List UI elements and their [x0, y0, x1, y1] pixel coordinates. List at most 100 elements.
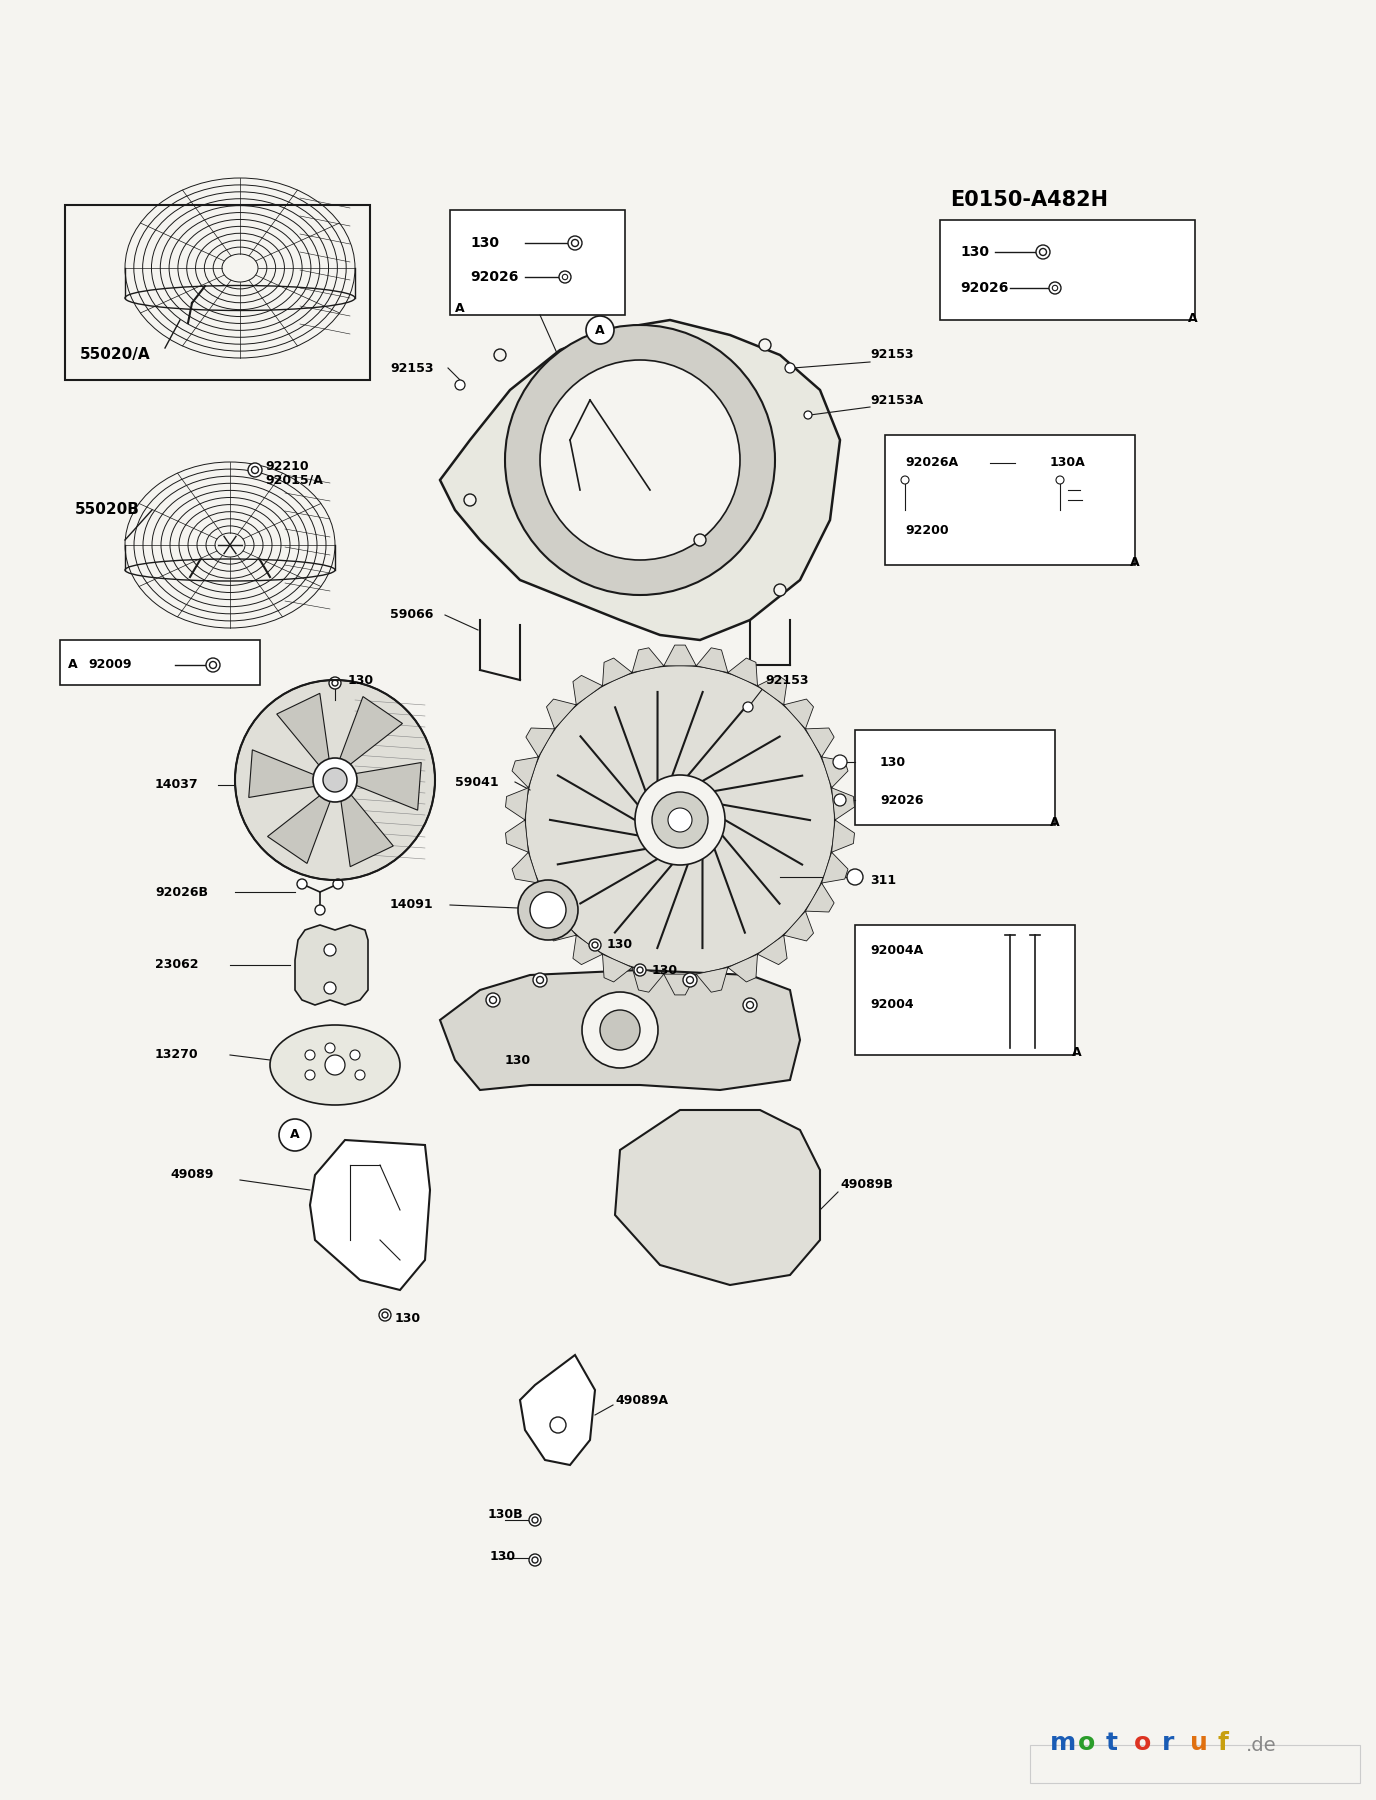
Circle shape	[533, 1517, 538, 1523]
Circle shape	[332, 680, 338, 686]
Polygon shape	[663, 974, 696, 995]
Circle shape	[1036, 245, 1050, 259]
Bar	[65, 205, 370, 380]
Polygon shape	[632, 967, 663, 992]
Circle shape	[350, 1049, 361, 1060]
Text: 130: 130	[607, 938, 633, 952]
Circle shape	[383, 1312, 388, 1318]
Text: 92153: 92153	[870, 349, 914, 362]
Text: A: A	[1187, 311, 1197, 324]
Text: 130: 130	[471, 236, 499, 250]
Circle shape	[687, 976, 694, 983]
Polygon shape	[572, 675, 603, 706]
Circle shape	[804, 410, 812, 419]
Text: A: A	[1050, 815, 1060, 828]
Text: 130: 130	[881, 756, 907, 769]
Text: 130: 130	[395, 1312, 421, 1325]
Circle shape	[297, 878, 307, 889]
Circle shape	[323, 983, 336, 994]
Polygon shape	[758, 675, 787, 706]
Circle shape	[600, 1010, 640, 1049]
Text: m: m	[1050, 1732, 1076, 1755]
Bar	[61, 641, 260, 686]
Circle shape	[533, 974, 548, 986]
Circle shape	[901, 475, 910, 484]
Text: A: A	[455, 301, 465, 315]
Circle shape	[305, 1069, 315, 1080]
Circle shape	[252, 466, 259, 473]
Circle shape	[279, 1120, 311, 1150]
Text: 92015/A: 92015/A	[266, 473, 323, 486]
Polygon shape	[440, 320, 839, 641]
Polygon shape	[696, 648, 728, 673]
Text: 130: 130	[652, 963, 678, 976]
Polygon shape	[546, 698, 577, 729]
Circle shape	[1055, 475, 1064, 484]
Circle shape	[206, 659, 220, 671]
Text: u: u	[1190, 1732, 1208, 1755]
Circle shape	[530, 893, 566, 929]
Circle shape	[743, 702, 753, 713]
Text: 55020/A: 55020/A	[80, 347, 150, 362]
Circle shape	[637, 967, 643, 974]
Circle shape	[634, 776, 725, 866]
Circle shape	[464, 493, 476, 506]
Circle shape	[667, 808, 692, 832]
Polygon shape	[821, 758, 848, 788]
Polygon shape	[277, 693, 329, 765]
Circle shape	[1053, 284, 1058, 290]
Circle shape	[582, 992, 658, 1067]
Text: 92153: 92153	[765, 673, 809, 686]
Text: 14037: 14037	[155, 778, 198, 792]
Polygon shape	[526, 884, 555, 913]
Circle shape	[559, 272, 571, 283]
Circle shape	[586, 317, 614, 344]
Circle shape	[784, 364, 795, 373]
Text: f: f	[1218, 1732, 1229, 1755]
Polygon shape	[249, 751, 314, 797]
Text: 92026B: 92026B	[155, 886, 208, 898]
Circle shape	[333, 878, 343, 889]
Text: 49089B: 49089B	[839, 1179, 893, 1192]
Polygon shape	[294, 925, 367, 1004]
Polygon shape	[603, 954, 632, 983]
Text: 92026: 92026	[881, 794, 923, 806]
Circle shape	[312, 758, 356, 803]
Polygon shape	[728, 659, 758, 686]
Text: E0150-A482H: E0150-A482H	[949, 191, 1108, 211]
Circle shape	[325, 1042, 334, 1053]
Text: 92009: 92009	[88, 659, 132, 671]
Text: 92026: 92026	[960, 281, 1009, 295]
Polygon shape	[520, 1355, 594, 1465]
Circle shape	[323, 769, 347, 792]
Bar	[450, 211, 625, 315]
Circle shape	[848, 869, 863, 886]
Text: r: r	[1161, 1732, 1174, 1755]
Polygon shape	[784, 911, 813, 941]
Text: 59066: 59066	[389, 608, 433, 621]
Circle shape	[1049, 283, 1061, 293]
Text: 130: 130	[490, 1550, 516, 1564]
Circle shape	[494, 349, 506, 362]
Text: .de: .de	[1247, 1735, 1277, 1755]
Circle shape	[505, 326, 775, 596]
Circle shape	[528, 1514, 541, 1526]
Text: 59041: 59041	[455, 776, 498, 788]
Polygon shape	[572, 936, 603, 965]
Text: 92004: 92004	[870, 999, 914, 1012]
Polygon shape	[831, 788, 854, 821]
Bar	[885, 436, 1135, 565]
Bar	[1031, 1744, 1359, 1784]
Circle shape	[490, 997, 497, 1004]
Text: 49089A: 49089A	[615, 1393, 667, 1406]
Circle shape	[305, 1049, 315, 1060]
Polygon shape	[341, 796, 394, 866]
Text: 92153A: 92153A	[870, 394, 923, 407]
Circle shape	[517, 880, 578, 940]
Circle shape	[323, 943, 336, 956]
Bar	[854, 731, 1055, 824]
Text: 14091: 14091	[389, 898, 433, 911]
Ellipse shape	[270, 1024, 400, 1105]
Circle shape	[634, 965, 645, 976]
Circle shape	[325, 1055, 345, 1075]
